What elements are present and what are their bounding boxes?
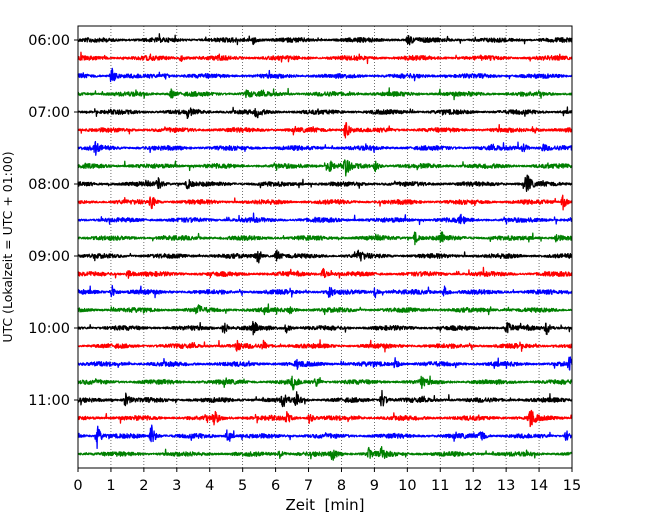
x-tick-label: 14 [530,478,548,494]
y-tick-label: 11:00 [28,393,70,409]
x-tick-label: 4 [205,478,214,494]
x-tick-label: 3 [172,478,181,494]
x-tick-label: 9 [370,478,379,494]
x-tick-label: 2 [139,478,148,494]
seismogram-trace-0600 [77,33,573,46]
y-tick-label: 09:00 [28,249,70,265]
x-tick-label: 7 [304,478,313,494]
seismogram-trace-1145 [77,446,573,461]
x-tick-label: 5 [238,478,247,494]
x-tick-label: 0 [73,478,82,494]
x-tick-label: 10 [398,478,416,494]
x-tick-label: 8 [337,478,346,494]
seismogram-trace-1045 [77,375,573,391]
seismogram-trace-0945 [77,303,573,316]
seismogram-trace-0730 [77,140,573,156]
x-tick-label: 15 [563,478,581,494]
y-axis-label: UTC (Lokalzeit = UTC + 01:00) [0,151,15,342]
seismogram-trace-0845 [77,231,573,246]
y-axis-ticks: 06:00 07:00 08:00 09:00 10:00 11:00 [28,33,78,409]
seismogram-trace-0900 [77,249,573,264]
trace-layer [77,33,573,461]
seismogram-trace-1130 [77,424,573,449]
seismogram-trace-0645 [77,87,573,101]
y-tick-label: 06:00 [28,33,70,49]
seismogram-trace-0930 [77,284,573,299]
seismogram-trace-1015 [77,339,573,353]
x-tick-label: 13 [497,478,515,494]
x-tick-label: 6 [271,478,280,494]
seismogram-trace-0615 [77,51,573,65]
seismogram-trace-0800 [77,174,573,192]
plot-frame [77,25,573,469]
seismogram-trace-1115 [77,409,573,428]
seismogram-trace-1000 [77,320,573,336]
x-axis-ticks: 0 1 2 3 4 5 6 7 8 9 10 11 12 13 14 15 [73,468,581,494]
x-tick-label: 11 [431,478,449,494]
seismogram-trace-1100 [77,389,573,408]
seismogram-trace-0745 [77,159,573,177]
seismogram-trace-0630 [77,67,573,83]
seismogram-trace-0700 [77,106,573,120]
x-tick-label: 1 [106,478,115,494]
x-tick-label: 12 [464,478,482,494]
seismogram-trace-0715 [77,121,573,139]
seismogram-trace-0830 [77,212,573,226]
x-axis-label: Zeit [min] [285,496,364,514]
y-tick-label: 08:00 [28,177,70,193]
y-tick-label: 07:00 [28,105,70,121]
y-tick-label: 10:00 [28,321,70,337]
seismogram-trace-1030 [77,356,573,371]
seismogram-trace-0915 [77,266,573,279]
seismogram-trace-0815 [77,194,573,211]
